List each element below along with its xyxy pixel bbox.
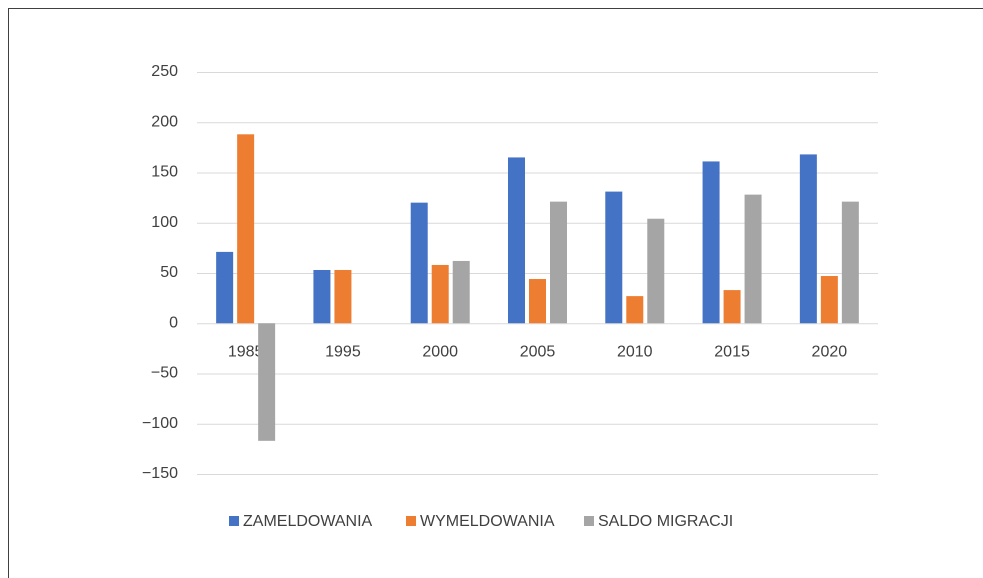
y-tick-label: 250 (151, 63, 178, 80)
x-tick-label: 1985 (228, 343, 264, 360)
bar (410, 202, 428, 324)
y-tick-label: −150 (142, 465, 178, 482)
y-tick-label: 200 (151, 113, 178, 130)
bar (841, 201, 859, 324)
y-tick-label: 50 (160, 264, 178, 281)
legend-label: SALDO MIGRACJI (598, 513, 733, 530)
bar (820, 276, 838, 324)
bar (626, 296, 644, 324)
bar (605, 191, 623, 324)
x-tick-label: 2015 (714, 343, 750, 360)
chart-frame (8, 8, 983, 578)
bar (334, 269, 352, 324)
x-tick-label: 1995 (325, 343, 361, 360)
bar (237, 134, 255, 324)
x-tick-label: 2020 (812, 343, 848, 360)
y-tick-label: −50 (151, 365, 178, 382)
y-tick-label: 150 (151, 164, 178, 181)
bar (313, 269, 331, 324)
legend-swatch (406, 516, 416, 526)
bar (258, 323, 276, 441)
legend-swatch (584, 516, 594, 526)
x-tick-label: 2005 (520, 343, 556, 360)
bar (529, 279, 546, 324)
bar (216, 251, 234, 324)
legend-label: WYMELDOWANIA (420, 513, 555, 530)
legend-label: ZAMELDOWANIA (243, 513, 373, 530)
legend-swatch (229, 516, 239, 526)
bar (452, 260, 470, 324)
bar (702, 161, 720, 324)
bar (744, 194, 762, 324)
y-tick-label: 0 (169, 314, 178, 331)
bar (508, 157, 525, 324)
y-tick-label: −100 (142, 415, 178, 432)
y-tick-label: 100 (151, 214, 178, 231)
bar (799, 154, 817, 324)
x-tick-label: 2000 (422, 343, 458, 360)
bar (431, 264, 449, 324)
bar (723, 290, 741, 324)
bar (647, 218, 665, 324)
bar (550, 201, 567, 324)
x-tick-label: 2010 (617, 343, 653, 360)
